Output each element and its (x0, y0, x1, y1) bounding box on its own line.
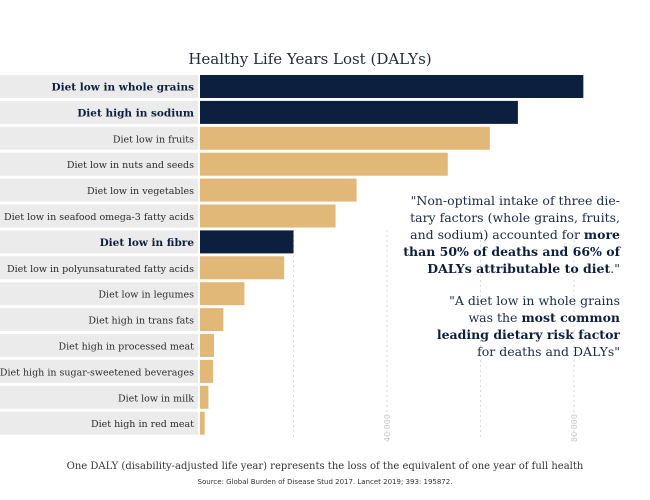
bar (200, 152, 448, 176)
x-tick-label: 80 000 (570, 414, 579, 442)
category-label: Diet high in trans fats (88, 316, 194, 327)
bar (200, 204, 336, 228)
source-note: Source: Global Burden of Disease Stud 20… (197, 478, 453, 486)
category-label-bg (0, 230, 198, 254)
category-label-bg (0, 126, 198, 150)
category-label-bg (0, 100, 198, 124)
category-label: Diet low in whole grains (52, 82, 195, 94)
category-label-bg (0, 411, 198, 435)
category-label-bg (0, 152, 198, 176)
category-label: Diet high in processed meat (58, 342, 194, 353)
bar (200, 256, 285, 280)
category-label: Diet low in vegetables (87, 186, 194, 197)
category-label: Diet low in fruits (113, 134, 194, 145)
annotation-quote2-end: for deaths and DALYs" (477, 344, 620, 359)
category-label: Diet low in milk (118, 393, 194, 404)
chart-title: Healthy Life Years Lost (DALYs) (188, 50, 431, 68)
annotation-quote2-text: "A diet low in whole grains was the (449, 293, 620, 325)
category-label: Diet high in sugar-sweetened beverages (0, 367, 194, 378)
category-label-bg (0, 308, 198, 332)
category-label-bg (0, 334, 198, 357)
x-tick-label: 40 000 (383, 414, 392, 442)
bar (200, 411, 205, 435)
bar (200, 282, 245, 306)
annotation-quote-diet-factors: "Non-optimal intake of three die- tary f… (390, 192, 620, 277)
category-label: Diet low in fibre (100, 237, 195, 249)
category-label: Diet high in sodium (77, 107, 194, 119)
category-label: Diet low in legumes (98, 290, 194, 301)
annotation-quote-whole-grains: "A diet low in whole grains was the most… (390, 292, 620, 360)
bar (200, 308, 224, 332)
category-label-bg (0, 385, 198, 409)
footnote: One DALY (disability-adjusted life year)… (66, 461, 584, 472)
annotation-quote1-bold: more than 50% of deaths and 66% of DALYs… (403, 227, 620, 276)
category-label-bg (0, 282, 198, 306)
bar (200, 178, 357, 202)
annotation-quote1-text: "Non-optimal intake of three die- tary f… (410, 193, 620, 242)
category-label-bg (0, 256, 198, 280)
category-label-bg (0, 359, 198, 383)
bar (200, 126, 490, 150)
bar (200, 75, 584, 98)
bar (200, 100, 518, 124)
category-label: Diet low in nuts and seeds (67, 160, 194, 171)
bar (200, 230, 294, 254)
category-label-bg (0, 178, 198, 202)
bar (200, 359, 214, 383)
category-label: Diet low in polyunsaturated fatty acids (7, 264, 194, 275)
annotation-quote1-end: ." (610, 261, 620, 276)
category-label: Diet high in red meat (91, 419, 194, 430)
bar (200, 334, 215, 357)
bar (200, 385, 209, 409)
category-label-bg (0, 204, 198, 228)
annotation-quote2-bold: most common leading dietary risk factor (436, 310, 620, 342)
category-label-bg (0, 75, 198, 98)
category-label: Diet low in seafood omega-3 fatty acids (4, 212, 194, 223)
